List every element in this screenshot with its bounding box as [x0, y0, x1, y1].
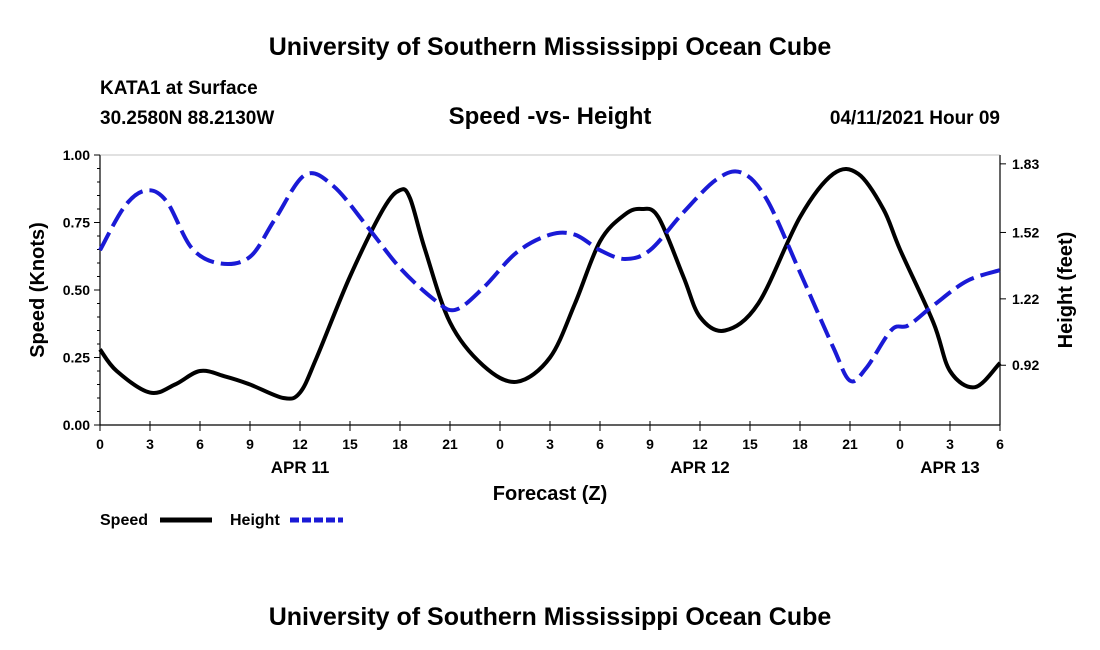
- y-right-tick-label: 0.92: [1012, 357, 1039, 373]
- x-tick-label: 6: [596, 436, 604, 452]
- height-series-line: [98, 169, 1001, 384]
- legend-speed-label: Speed: [100, 512, 148, 529]
- date-label: APR 11: [271, 458, 330, 477]
- y-left-tick-label: 0.50: [63, 282, 90, 298]
- x-tick-label: 0: [496, 436, 504, 452]
- y-right-tick-label: 1.52: [1012, 224, 1039, 240]
- speed-series-line: [98, 166, 1002, 401]
- x-tick-label: 9: [246, 436, 254, 452]
- date-label: APR 13: [920, 458, 980, 477]
- x-tick-label: 12: [292, 436, 308, 452]
- x-tick-label: 18: [392, 436, 408, 452]
- timestamp-label: 04/11/2021 Hour 09: [830, 108, 1000, 129]
- x-tick-label: 18: [792, 436, 808, 452]
- y-right-axis-label: Height (feet): [1055, 232, 1077, 349]
- y-left-tick-label: 0.00: [63, 417, 90, 433]
- y-right-tick-label: 1.22: [1012, 291, 1039, 307]
- x-axis-label: Forecast (Z): [493, 483, 607, 505]
- x-tick-label: 0: [96, 436, 104, 452]
- x-tick-label: 12: [692, 436, 708, 452]
- y-right-tick-label: 1.83: [1012, 156, 1039, 172]
- chart-title: Speed -vs- Height: [449, 103, 652, 130]
- legend-height-label: Height: [230, 512, 280, 529]
- x-tick-label: 9: [646, 436, 654, 452]
- y-left-tick-label: 1.00: [63, 147, 90, 163]
- footer-title: University of Southern Mississippi Ocean…: [269, 603, 832, 631]
- x-tick-label: 15: [742, 436, 758, 452]
- page-title: University of Southern Mississippi Ocean…: [269, 33, 832, 61]
- x-tick-label: 6: [996, 436, 1004, 452]
- x-tick-label: 6: [196, 436, 204, 452]
- x-tick-label: 15: [342, 436, 358, 452]
- x-tick-label: 3: [146, 436, 154, 452]
- location-label: 30.2580N 88.2130W: [100, 108, 274, 129]
- date-label: APR 12: [670, 458, 730, 477]
- y-left-tick-label: 0.25: [63, 350, 90, 366]
- x-tick-label: 21: [442, 436, 458, 452]
- y-left-axis-label: Speed (Knots): [27, 222, 49, 358]
- x-tick-label: 21: [842, 436, 858, 452]
- x-tick-label: 0: [896, 436, 904, 452]
- y-left-tick-label: 0.75: [63, 215, 90, 231]
- x-tick-label: 3: [546, 436, 554, 452]
- x-tick-label: 3: [946, 436, 954, 452]
- station-label: KATA1 at Surface: [100, 78, 258, 99]
